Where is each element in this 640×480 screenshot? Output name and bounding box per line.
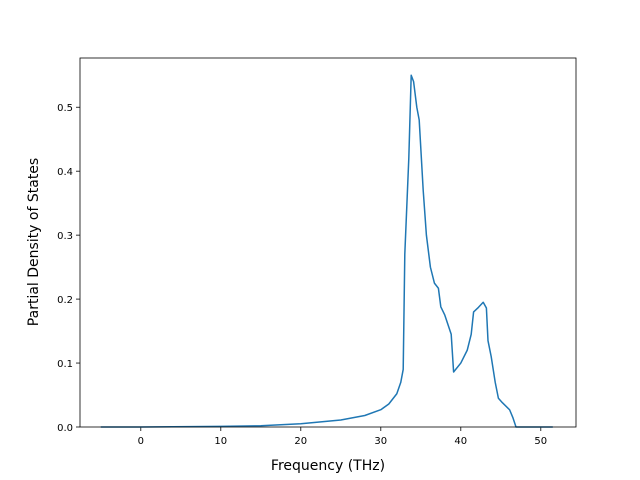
y-tick-label: 0.1 xyxy=(57,359,73,370)
y-axis-label: Partial Density of States xyxy=(26,158,42,326)
x-tick-label: 20 xyxy=(294,436,307,447)
y-tick-label: 0.2 xyxy=(57,295,73,306)
y-tick-label: 0.4 xyxy=(57,167,73,178)
y-tick-label: 0.3 xyxy=(57,231,73,242)
y-tick-label: 0.0 xyxy=(57,423,73,434)
x-axis-label: Frequency (THz) xyxy=(271,458,385,474)
x-tick-label: 0 xyxy=(138,436,144,447)
x-tick-label: 50 xyxy=(534,436,547,447)
x-tick-label: 10 xyxy=(214,436,227,447)
plot-frame xyxy=(79,57,577,428)
x-tick-label: 30 xyxy=(374,436,387,447)
y-tick-label: 0.5 xyxy=(57,103,73,114)
data-line xyxy=(100,74,553,428)
x-tick-label: 40 xyxy=(454,436,467,447)
